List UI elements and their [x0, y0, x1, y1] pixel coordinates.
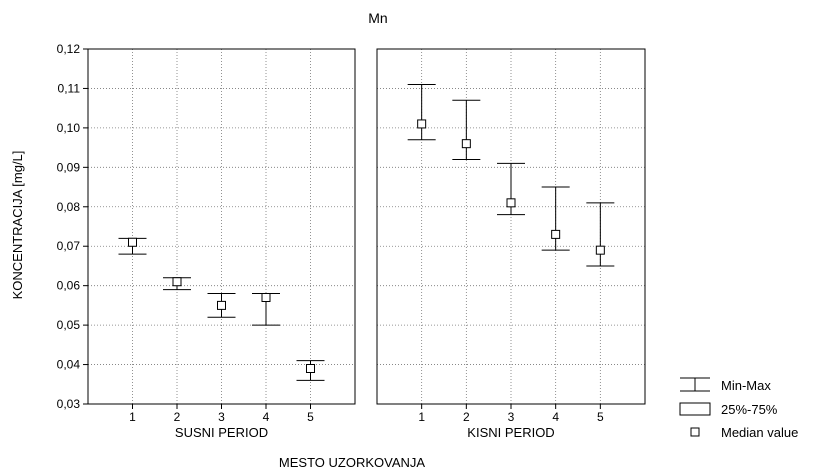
x-tick-label: 2	[463, 410, 470, 424]
box-item	[586, 202, 615, 267]
x-tick-label: 3	[508, 410, 515, 424]
panel-label: KISNI PERIOD	[467, 425, 554, 440]
legend-item-whisker: Min-Max	[680, 377, 771, 393]
y-tick-label: 0,07	[57, 239, 81, 253]
legend-item-square: Median value	[690, 425, 798, 440]
y-axis-label: KONCENTRACIJA [mg/L]	[10, 151, 25, 300]
y-tick-label: 0,08	[57, 200, 81, 214]
box-item	[252, 293, 280, 326]
y-tick-label: 0,09	[57, 160, 81, 174]
y-tick-label: 0,11	[58, 81, 81, 95]
median-marker	[306, 364, 315, 373]
median-marker	[217, 300, 226, 310]
legend-label: Min-Max	[721, 378, 771, 393]
median-marker	[551, 229, 561, 239]
legend: Min-Max 25%-75% Median value	[679, 377, 798, 440]
legend-square	[690, 427, 700, 437]
legend-label: Median value	[721, 425, 798, 440]
box-item	[207, 293, 236, 318]
y-tick-label: 0,05	[57, 318, 81, 332]
panel-label: SUSNI PERIOD	[175, 425, 268, 440]
x-tick-label: 4	[552, 410, 559, 424]
box-item	[296, 360, 325, 381]
chart-title: Mn	[368, 10, 387, 26]
y-tick-label: 0,04	[57, 358, 81, 372]
median-marker	[461, 139, 471, 149]
x-axis-label: MESTO UZORKOVANJA	[279, 455, 425, 469]
box-item	[118, 237, 147, 255]
box-item	[452, 99, 481, 160]
y-tick-label: 0,12	[57, 42, 81, 56]
x-tick-label: 3	[218, 410, 225, 424]
x-tick-label: 1	[129, 410, 136, 424]
y-tick-label: 0,03	[57, 397, 81, 411]
box-item	[407, 84, 436, 141]
panels-group: 0,03 0,04 0,05 0,06 0,07 0,08 0,09 0,10 0,11 0,12…	[57, 42, 646, 440]
box-item	[541, 186, 570, 251]
box-item	[497, 162, 525, 216]
legend-item-box: 25%-75%	[679, 402, 778, 417]
box-item	[163, 277, 191, 291]
median-marker	[261, 293, 271, 302]
legend-box	[679, 402, 711, 416]
median-marker	[417, 119, 427, 129]
median-marker	[595, 245, 605, 255]
median-marker	[172, 277, 182, 287]
x-tick-label: 4	[263, 410, 270, 424]
x-tick-label: 1	[418, 410, 425, 424]
panel-1: 0,03 0,04 0,05 0,06 0,07 0,08 0,09 0,10 0,11 0,12…	[57, 42, 356, 440]
y-tick-label: 0,10	[57, 121, 81, 135]
x-tick-label: 5	[597, 410, 604, 424]
median-marker	[128, 237, 137, 247]
x-tick-label: 2	[174, 410, 181, 424]
y-tick-label: 0,06	[57, 279, 81, 293]
panel-2: 1 2 3 4 5 KISNI PERIOD	[376, 48, 646, 440]
x-tick-label: 5	[307, 410, 314, 424]
median-marker	[506, 198, 516, 208]
legend-label: 25%-75%	[721, 402, 778, 417]
